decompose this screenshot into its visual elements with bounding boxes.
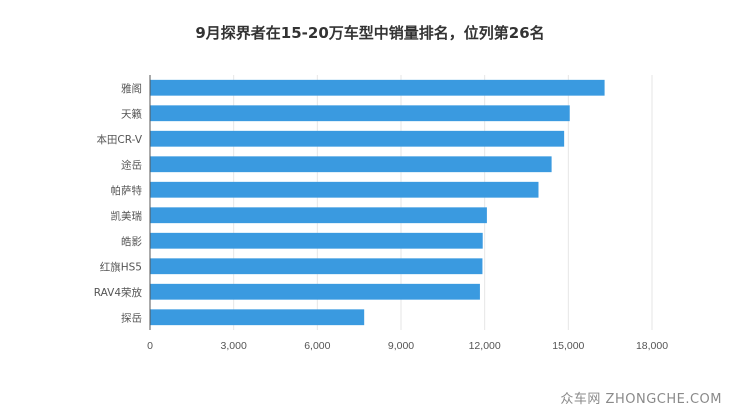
- bar: [150, 105, 570, 122]
- bar: [150, 130, 565, 147]
- x-tick-label: 15,000: [552, 340, 584, 352]
- bar: [150, 79, 605, 96]
- bar: [150, 258, 483, 275]
- category-label: 本田CR-V: [96, 133, 142, 146]
- category-label: 途岳: [121, 158, 142, 171]
- bar: [150, 156, 552, 173]
- category-label: RAV4荣放: [94, 286, 143, 299]
- category-label: 探岳: [121, 311, 142, 324]
- category-label: 凯美瑞: [111, 209, 143, 222]
- bar: [150, 232, 483, 249]
- x-tick-label: 0: [147, 340, 153, 352]
- category-label: 雅阁: [121, 82, 142, 95]
- bar: [150, 283, 480, 300]
- bars: [150, 79, 605, 326]
- chart-title: 9月探界者在15-20万车型中销量排名，位列第26名: [195, 24, 544, 42]
- category-label: 帕萨特: [111, 184, 143, 197]
- x-tick-label: 9,000: [388, 340, 414, 352]
- x-tick-label: 18,000: [636, 340, 668, 352]
- x-tick-label: 12,000: [469, 340, 501, 352]
- bar: [150, 181, 539, 198]
- x-tick-label: 6,000: [304, 340, 330, 352]
- category-label: 皓影: [121, 235, 142, 248]
- x-tick-labels: 0 3,000 6,000 9,000 12,000 15,000 18,000: [147, 340, 668, 352]
- bar: [150, 207, 487, 224]
- watermark-text: 众车网 ZHONGCHE.COM: [560, 392, 722, 407]
- category-label: 红旗HS5: [100, 260, 142, 273]
- bar: [150, 309, 365, 326]
- category-label: 天籁: [121, 107, 142, 120]
- x-tick-label: 3,000: [221, 340, 247, 352]
